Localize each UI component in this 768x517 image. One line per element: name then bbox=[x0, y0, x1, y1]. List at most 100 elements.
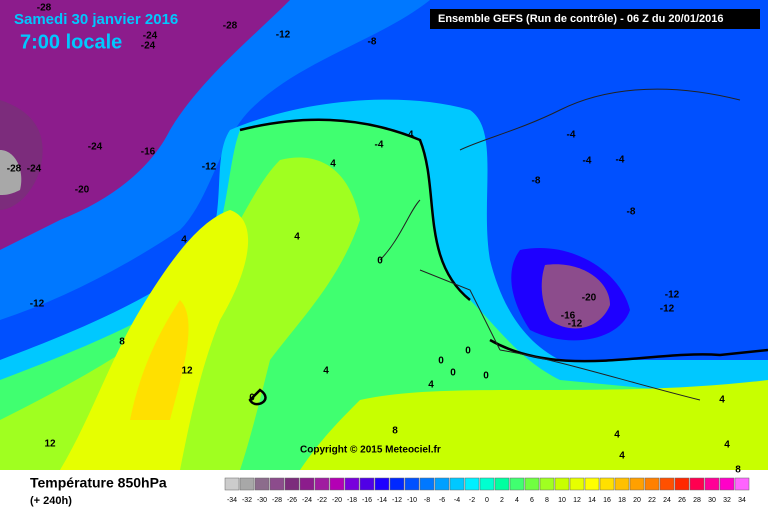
scale-swatch bbox=[434, 477, 450, 491]
contour-label: -28 bbox=[223, 21, 238, 32]
contour-label: -24 bbox=[143, 31, 158, 42]
scale-swatch bbox=[359, 477, 375, 491]
scale-swatch bbox=[314, 477, 330, 491]
scale-swatch bbox=[404, 477, 420, 491]
contour-label: -4 bbox=[405, 130, 414, 141]
scale-label: -16 bbox=[362, 497, 372, 504]
scale-label: 10 bbox=[558, 497, 566, 504]
scale-swatch bbox=[374, 477, 390, 491]
zero-isotherm bbox=[239, 118, 768, 406]
field-area bbox=[0, 0, 290, 250]
contour-label: 4 bbox=[181, 235, 187, 246]
contour-label: 4 bbox=[724, 440, 730, 451]
coastline bbox=[379, 88, 741, 401]
scale-label: 0 bbox=[485, 497, 489, 504]
scale-swatch bbox=[734, 477, 750, 491]
contour-label: 4 bbox=[294, 232, 300, 243]
scale-label: -4 bbox=[454, 497, 460, 504]
scale-label: 8 bbox=[545, 497, 549, 504]
contour-label: -12 bbox=[202, 162, 217, 173]
contour-label: 4 bbox=[330, 159, 336, 170]
scale-label: 18 bbox=[618, 497, 626, 504]
contour-label: 8 bbox=[392, 426, 398, 437]
scale-swatch bbox=[614, 477, 630, 491]
scale-swatch bbox=[599, 477, 615, 491]
contour-label: 0 bbox=[438, 356, 444, 367]
scale-label: -28 bbox=[272, 497, 282, 504]
contour-label: 0 bbox=[249, 393, 255, 404]
scale-swatch bbox=[629, 477, 645, 491]
scale-swatch bbox=[464, 477, 480, 491]
date-title: Samedi 30 janvier 2016 bbox=[14, 11, 178, 28]
scale-swatch bbox=[674, 477, 690, 491]
scale-label: 4 bbox=[515, 497, 519, 504]
scale-label: -12 bbox=[392, 497, 402, 504]
scale-swatch bbox=[254, 477, 270, 491]
scale-swatch bbox=[284, 477, 300, 491]
scale-label: 24 bbox=[663, 497, 671, 504]
contour-label: -16 bbox=[561, 311, 576, 322]
scale-label: -32 bbox=[242, 497, 252, 504]
scale-swatch bbox=[659, 477, 675, 491]
scale-swatch bbox=[524, 477, 540, 491]
contour-label: 0 bbox=[377, 256, 383, 267]
scale-swatch bbox=[554, 477, 570, 491]
contour-label: -20 bbox=[75, 185, 90, 196]
scale-label: 16 bbox=[603, 497, 611, 504]
scale-swatch bbox=[644, 477, 660, 491]
contour-label: -24 bbox=[27, 164, 42, 175]
contour-label: -4 bbox=[583, 156, 592, 167]
scale-label: 20 bbox=[633, 497, 641, 504]
contour-label: -12 bbox=[665, 290, 680, 301]
scale-label: -22 bbox=[317, 497, 327, 504]
scale-swatch bbox=[689, 477, 705, 491]
scale-label: 26 bbox=[678, 497, 686, 504]
legend-title: Température 850hPa bbox=[30, 475, 167, 491]
contour-label: -28 bbox=[37, 3, 52, 14]
contour-label: -12 bbox=[276, 30, 291, 41]
scale-swatch bbox=[299, 477, 315, 491]
scale-swatch bbox=[719, 477, 735, 491]
contour-label: -12 bbox=[568, 319, 583, 330]
field-area bbox=[0, 150, 22, 195]
contour-label: 0 bbox=[450, 368, 456, 379]
legend-bar bbox=[0, 470, 768, 512]
scale-label: -10 bbox=[407, 497, 417, 504]
scale-swatch bbox=[329, 477, 345, 491]
scale-label: 32 bbox=[723, 497, 731, 504]
scale-label: -14 bbox=[377, 497, 387, 504]
contour-label: 4 bbox=[323, 366, 329, 377]
contour-label: -16 bbox=[141, 147, 156, 158]
field-area bbox=[60, 210, 249, 470]
contour-label: 4 bbox=[719, 395, 725, 406]
scale-label: -26 bbox=[287, 497, 297, 504]
scale-swatch bbox=[704, 477, 720, 491]
scale-label: -20 bbox=[332, 497, 342, 504]
contour-label: 8 bbox=[119, 337, 125, 348]
run-info: Ensemble GEFS (Run de contrôle) - 06 Z d… bbox=[438, 13, 723, 25]
contour-label: -4 bbox=[375, 140, 384, 151]
contour-label: -8 bbox=[627, 207, 636, 218]
contour-label: -28 bbox=[7, 164, 22, 175]
contour-label: -20 bbox=[582, 293, 597, 304]
scale-label: 2 bbox=[500, 497, 504, 504]
contour-label: -12 bbox=[30, 299, 45, 310]
scale-label: 30 bbox=[708, 497, 716, 504]
contour-label: -4 bbox=[616, 155, 625, 166]
contour-label: 8 bbox=[735, 465, 741, 476]
scale-label: 12 bbox=[573, 497, 581, 504]
contour-label: -8 bbox=[532, 176, 541, 187]
scale-swatch bbox=[224, 477, 240, 491]
copyright: Copyright © 2015 Meteociel.fr bbox=[300, 445, 441, 456]
contour-label: -4 bbox=[567, 130, 576, 141]
scale-swatch bbox=[344, 477, 360, 491]
scale-label: 22 bbox=[648, 497, 656, 504]
lead-time: (+ 240h) bbox=[30, 495, 72, 507]
time-title: 7:00 locale bbox=[20, 31, 122, 53]
scale-swatch bbox=[389, 477, 405, 491]
scale-label: -24 bbox=[302, 497, 312, 504]
scale-label: 34 bbox=[738, 497, 746, 504]
scale-swatch bbox=[584, 477, 600, 491]
scale-label: -8 bbox=[424, 497, 430, 504]
